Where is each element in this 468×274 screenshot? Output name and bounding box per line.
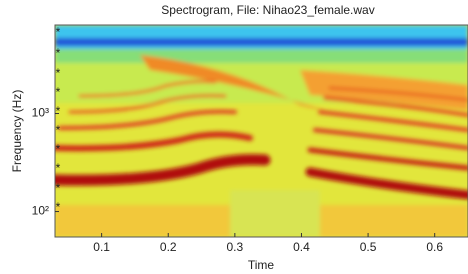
x-axis-label: Time [248, 258, 275, 272]
y-tick-label: 10² [32, 204, 49, 218]
x-tick-label: 0.2 [160, 240, 177, 254]
spectrogram-image [55, 25, 468, 237]
x-tick-label: 0.3 [227, 240, 244, 254]
x-tick-label: 0.1 [93, 240, 110, 254]
x-tick-label: 0.6 [426, 240, 443, 254]
marker: * [56, 104, 61, 118]
marker: * [56, 25, 61, 39]
marker: * [56, 161, 61, 175]
marker: * [56, 46, 61, 60]
y-tick-label: 10³ [32, 106, 49, 120]
marker: * [56, 200, 61, 214]
marker: * [56, 123, 61, 137]
marker: * [56, 66, 61, 80]
y-axis-label: Frequency (Hz) [10, 90, 24, 173]
chart-title: Spectrogram, File: Nihao23_female.wav [161, 3, 374, 17]
marker: * [56, 142, 61, 156]
marker: * [56, 85, 61, 99]
x-tick-label: 0.5 [360, 240, 377, 254]
marker: * [56, 181, 61, 195]
x-tick-label: 0.4 [293, 240, 310, 254]
chart: Spectrogram, File: Nihao23_female.wav [0, 0, 468, 274]
